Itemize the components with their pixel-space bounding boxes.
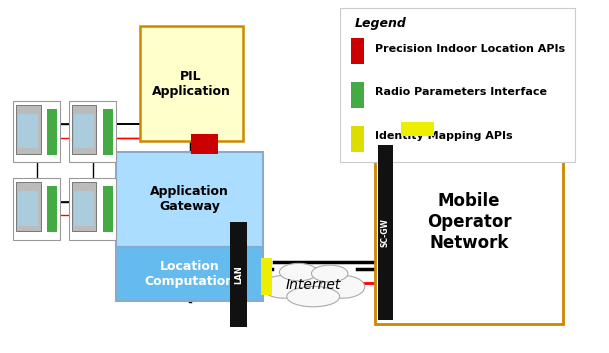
FancyBboxPatch shape [139, 26, 242, 142]
Text: Radio Parameters Interface: Radio Parameters Interface [375, 88, 547, 97]
FancyBboxPatch shape [230, 222, 247, 327]
Ellipse shape [280, 263, 318, 281]
FancyBboxPatch shape [116, 246, 263, 301]
Text: Precision Indoor Location APIs: Precision Indoor Location APIs [375, 44, 565, 54]
Ellipse shape [287, 287, 340, 307]
Text: Internet: Internet [286, 278, 341, 292]
FancyBboxPatch shape [16, 182, 41, 231]
Text: LAN: LAN [234, 265, 243, 284]
Text: SC-GW: SC-GW [381, 218, 390, 247]
FancyBboxPatch shape [13, 101, 60, 162]
Ellipse shape [320, 275, 365, 298]
FancyBboxPatch shape [72, 105, 96, 154]
FancyBboxPatch shape [116, 152, 263, 246]
FancyBboxPatch shape [351, 126, 364, 152]
FancyBboxPatch shape [103, 186, 113, 232]
FancyBboxPatch shape [340, 8, 575, 162]
FancyBboxPatch shape [378, 145, 393, 320]
FancyBboxPatch shape [74, 114, 94, 149]
Ellipse shape [311, 265, 348, 282]
FancyBboxPatch shape [18, 191, 38, 226]
FancyBboxPatch shape [13, 178, 60, 240]
Text: Location
Computation: Location Computation [144, 260, 234, 288]
FancyBboxPatch shape [47, 186, 57, 232]
FancyBboxPatch shape [16, 105, 41, 154]
Ellipse shape [280, 268, 347, 299]
FancyBboxPatch shape [47, 109, 57, 155]
FancyBboxPatch shape [191, 134, 218, 154]
Text: Identity Mapping APIs: Identity Mapping APIs [375, 131, 513, 141]
FancyBboxPatch shape [69, 178, 116, 240]
FancyBboxPatch shape [74, 191, 94, 226]
FancyBboxPatch shape [69, 101, 116, 162]
FancyBboxPatch shape [261, 258, 272, 294]
Text: Mobile
Operator
Network: Mobile Operator Network [427, 192, 512, 252]
Text: PIL
Application: PIL Application [152, 70, 231, 98]
Text: Legend: Legend [354, 17, 406, 30]
FancyBboxPatch shape [72, 182, 96, 231]
FancyBboxPatch shape [103, 109, 113, 155]
FancyBboxPatch shape [375, 120, 563, 324]
FancyBboxPatch shape [18, 114, 38, 149]
FancyBboxPatch shape [351, 82, 364, 108]
FancyBboxPatch shape [401, 122, 434, 136]
FancyBboxPatch shape [351, 38, 364, 65]
Ellipse shape [262, 275, 306, 298]
Text: Application
Gateway: Application Gateway [150, 185, 229, 213]
